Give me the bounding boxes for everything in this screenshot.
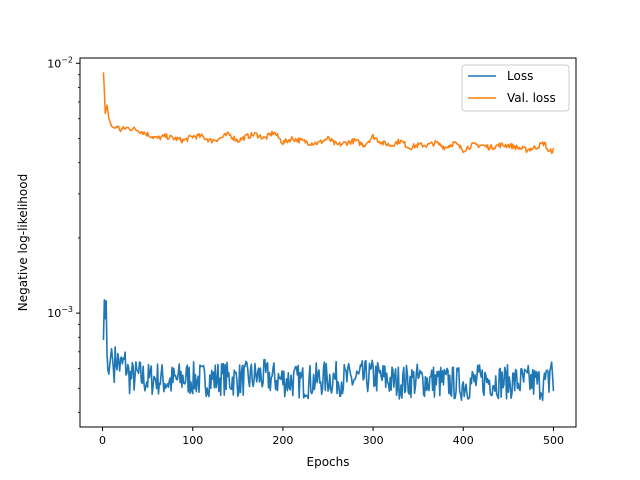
plot-area-frame [79,57,577,428]
series-layer [102,72,555,402]
series-line-loss [102,299,555,402]
x-axis-label: Epochs [307,455,350,469]
x-tick-label: 100 [182,434,203,447]
x-tick-label: 400 [453,434,474,447]
x-tick-label: 200 [272,434,293,447]
legend-entry: Loss [507,69,533,83]
y-tick-label: 10−2 [47,55,73,70]
series-line-val-loss [102,72,555,155]
x-axis: 0 100 200 300 400 500 [99,427,564,447]
y-tick-label: 10−3 [47,305,73,320]
x-tick-label: 500 [543,434,564,447]
x-tick-label: 0 [99,434,106,447]
y-axis-label: Negative log-likelihood [16,174,30,311]
legend: Loss Val. loss [461,64,570,112]
y-axis: 10−2 10−3 [47,55,80,413]
legend-entry: Val. loss [507,91,556,105]
x-tick-label: 300 [363,434,384,447]
